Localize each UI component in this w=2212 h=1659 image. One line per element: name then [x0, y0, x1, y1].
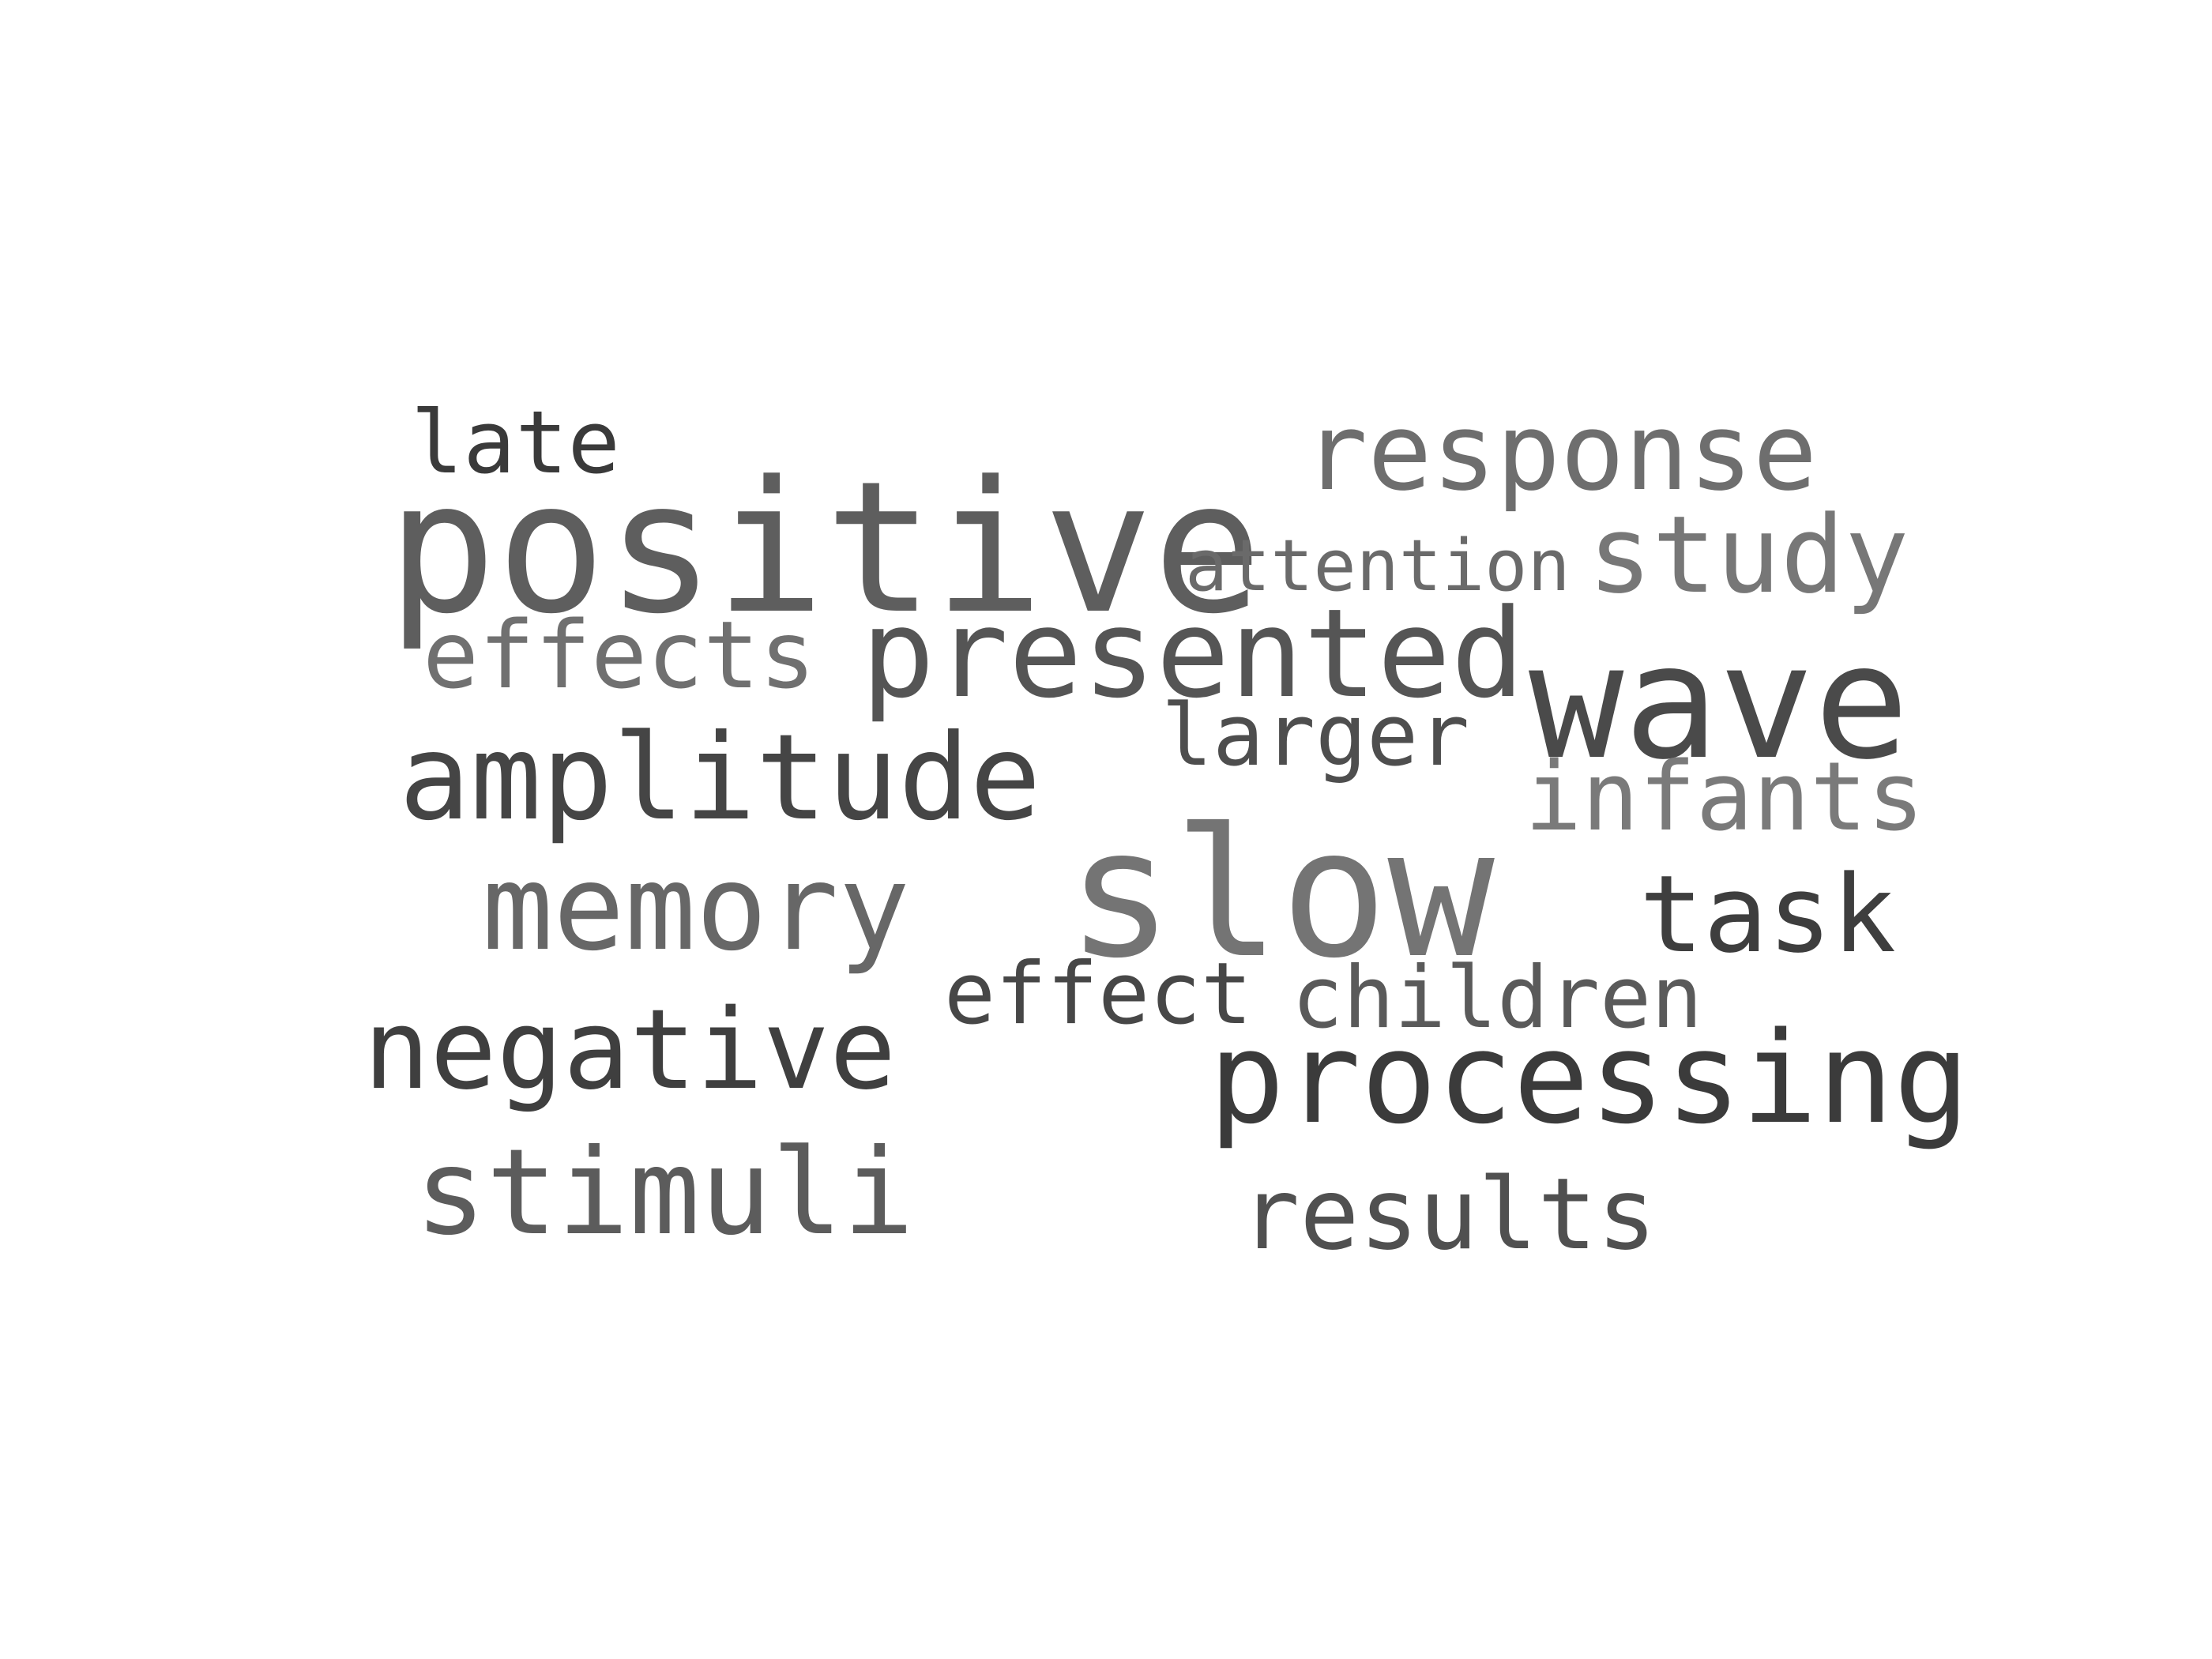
word-stimuli: stimuli	[415, 1124, 915, 1262]
word-amplitude: amplitude	[399, 709, 1041, 847]
word-effect: effect	[944, 945, 1253, 1044]
word-negative: negative	[363, 986, 897, 1115]
word-slow: slow	[1066, 791, 1495, 998]
word-task: task	[1639, 852, 1897, 976]
word-positive: positive	[387, 443, 1262, 654]
word-children: children	[1292, 949, 1703, 1048]
word-response: response	[1304, 390, 1818, 514]
word-processing: processing	[1209, 1004, 1970, 1152]
word-effects: effects	[423, 600, 816, 709]
word-memory: memory	[482, 840, 910, 977]
word-attention: attention	[1185, 525, 1571, 608]
word-results: results	[1240, 1157, 1657, 1272]
word-study: study	[1588, 493, 1909, 617]
word-infants: infants	[1525, 743, 1924, 852]
word-larger: larger	[1161, 687, 1470, 785]
word-late: late	[411, 392, 620, 493]
word-presented: presented	[861, 582, 1525, 725]
word-wave: wave	[1529, 611, 1909, 795]
